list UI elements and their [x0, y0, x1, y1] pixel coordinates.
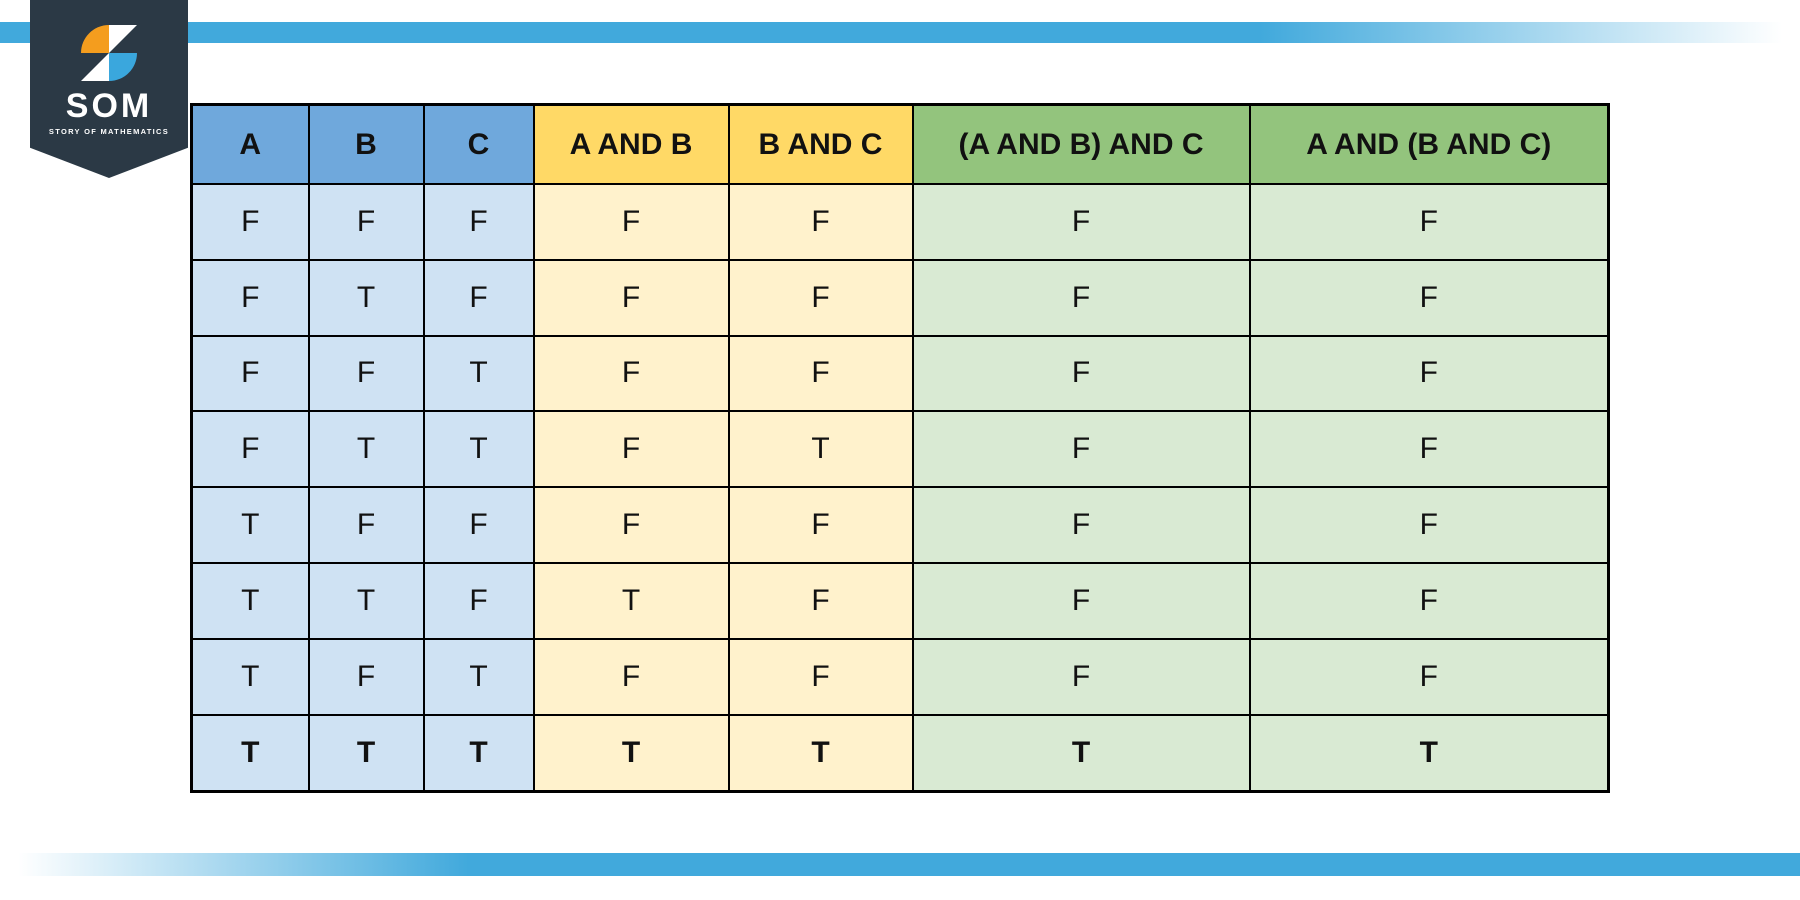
som-logo-icon [81, 25, 137, 81]
truth-cell: F [1248, 410, 1610, 489]
column-header: C [422, 103, 535, 185]
truth-cell: F [532, 410, 730, 489]
som-logo-banner: SOM STORY OF MATHEMATICS [30, 0, 188, 178]
truth-cell: T [1248, 713, 1610, 793]
truth-cell: F [727, 183, 914, 261]
logo-tagline: STORY OF MATHEMATICS [48, 127, 170, 136]
truth-cell: F [1248, 486, 1610, 564]
truth-cell: T [307, 258, 425, 337]
truth-cell: T [190, 561, 310, 640]
truth-cell: F [190, 334, 310, 413]
truth-cell: F [307, 183, 425, 261]
column-header: (A AND B) AND C [911, 103, 1251, 185]
truth-cell: T [422, 410, 535, 489]
logo-triangle-top [109, 25, 137, 53]
truth-cell: T [532, 713, 730, 793]
logo-quarter-orange [81, 25, 109, 53]
truth-cell: F [911, 258, 1251, 337]
bottom-accent-stripe [0, 853, 1800, 876]
logo-wordmark: SOM [65, 87, 153, 125]
truth-cell: F [422, 486, 535, 564]
truth-cell: T [422, 713, 535, 793]
truth-cell: T [307, 713, 425, 793]
column-header: A [190, 103, 310, 185]
truth-cell: F [1248, 637, 1610, 716]
column-header: A AND B [532, 103, 730, 185]
truth-cell: T [422, 334, 535, 413]
truth-cell: F [422, 561, 535, 640]
truth-cell: F [307, 637, 425, 716]
column-header: A AND (B AND C) [1248, 103, 1610, 185]
truth-cell: F [307, 334, 425, 413]
truth-cell: F [532, 183, 730, 261]
truth-cell: T [911, 713, 1251, 793]
truth-cell: T [422, 637, 535, 716]
truth-cell: F [190, 258, 310, 337]
truth-cell: F [307, 486, 425, 564]
truth-cell: F [1248, 183, 1610, 261]
truth-cell: F [727, 561, 914, 640]
truth-cell: T [727, 410, 914, 489]
truth-cell: F [911, 637, 1251, 716]
top-accent-stripe [0, 22, 1800, 43]
truth-cell: F [727, 258, 914, 337]
truth-cell: T [307, 410, 425, 489]
logo-triangle-bottom [81, 53, 109, 81]
truth-cell: T [532, 561, 730, 640]
truth-cell: F [190, 410, 310, 489]
truth-cell: F [911, 561, 1251, 640]
truth-cell: T [727, 713, 914, 793]
truth-cell: F [422, 258, 535, 337]
truth-cell: F [532, 486, 730, 564]
truth-cell: F [727, 334, 914, 413]
truth-cell: T [190, 486, 310, 564]
truth-cell: F [911, 486, 1251, 564]
truth-cell: F [190, 183, 310, 261]
truth-cell: F [422, 183, 535, 261]
truth-cell: F [532, 258, 730, 337]
truth-cell: F [1248, 258, 1610, 337]
truth-cell: F [911, 183, 1251, 261]
truth-cell: F [532, 334, 730, 413]
truth-cell: T [307, 561, 425, 640]
truth-cell: F [727, 637, 914, 716]
logo-quarter-blue [109, 53, 137, 81]
truth-cell: T [190, 713, 310, 793]
truth-cell: F [1248, 561, 1610, 640]
truth-cell: F [1248, 334, 1610, 413]
column-header: B [307, 103, 425, 185]
truth-cell: F [532, 637, 730, 716]
truth-cell: T [190, 637, 310, 716]
truth-cell: F [911, 410, 1251, 489]
truth-cell: F [911, 334, 1251, 413]
column-header: B AND C [727, 103, 914, 185]
truth-cell: F [727, 486, 914, 564]
